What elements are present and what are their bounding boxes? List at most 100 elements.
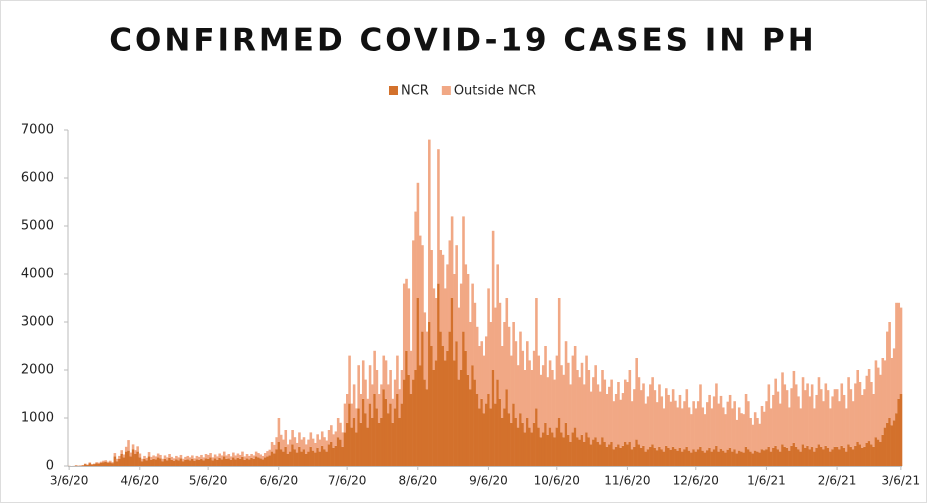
bar-segment xyxy=(314,442,317,453)
bar-segment xyxy=(355,408,358,433)
bar-segment xyxy=(829,408,832,452)
bar-segment xyxy=(886,422,889,466)
bar-segment xyxy=(612,401,616,450)
bar-segment xyxy=(899,307,903,394)
bar-segment xyxy=(683,449,686,466)
bar-segment xyxy=(309,446,313,466)
bar-segment xyxy=(726,449,730,466)
bar-segment xyxy=(592,377,595,440)
bar-segment xyxy=(760,449,764,466)
bar-segment xyxy=(97,463,101,466)
bar-segment xyxy=(642,383,645,446)
bar-segment xyxy=(425,331,429,390)
bar-segment xyxy=(236,453,240,458)
bar-segment xyxy=(655,450,659,466)
bar-segment xyxy=(897,302,901,399)
bar-segment xyxy=(325,451,329,466)
bar-segment xyxy=(455,341,458,466)
bar-segment xyxy=(651,377,654,445)
bar-segment xyxy=(826,447,830,466)
bar-segment xyxy=(95,463,98,466)
bar-segment xyxy=(874,437,878,466)
bar-segment xyxy=(482,413,486,466)
bar-segment xyxy=(307,451,310,466)
bar-segment xyxy=(810,446,814,466)
bar-segment xyxy=(576,370,579,438)
bar-segment xyxy=(400,370,404,404)
bar-segment xyxy=(209,457,212,466)
bar-segment xyxy=(772,394,775,448)
bar-segment xyxy=(555,427,559,466)
bar-segment xyxy=(220,455,224,460)
bar-segment xyxy=(263,457,267,466)
bar-segment xyxy=(234,455,237,460)
bar-segment xyxy=(398,389,401,418)
bar-segment xyxy=(298,446,301,466)
bar-segment xyxy=(430,346,433,466)
bar-segment xyxy=(835,389,839,447)
bar-segment xyxy=(469,322,472,390)
bar-segment xyxy=(478,346,481,409)
bar-segment xyxy=(500,346,504,418)
bar-segment xyxy=(715,445,718,466)
legend-label: NCR xyxy=(401,84,429,99)
bar-segment xyxy=(368,403,372,466)
bar-segment xyxy=(434,298,438,361)
bar-segment xyxy=(462,331,465,466)
bar-segment xyxy=(851,449,855,466)
bar-segment xyxy=(815,394,818,448)
bar-segment xyxy=(585,432,588,466)
bar-segment xyxy=(99,461,103,463)
bar-segment xyxy=(899,394,903,466)
x-tick-label: 9/6/20 xyxy=(469,474,508,488)
bar-segment xyxy=(163,458,167,466)
bar-segment xyxy=(758,423,762,453)
bar-segment xyxy=(799,451,803,466)
bar-segment xyxy=(318,451,322,466)
bar-segment xyxy=(637,444,641,466)
bar-segment xyxy=(712,396,716,450)
bar-segment xyxy=(580,362,584,435)
bar-segment xyxy=(227,458,231,466)
bar-segment xyxy=(156,453,160,458)
bar-segment xyxy=(238,454,242,459)
bar-segment xyxy=(546,434,550,466)
bar-segment xyxy=(539,437,543,466)
bar-segment xyxy=(165,457,169,461)
bar-segment xyxy=(564,422,568,466)
bar-segment xyxy=(218,453,221,458)
bar-segment xyxy=(567,362,570,435)
bar-segment xyxy=(277,418,281,442)
bar-segment xyxy=(776,449,780,466)
bar-segment xyxy=(334,431,338,446)
bar-segment xyxy=(140,461,144,466)
bar-segment xyxy=(676,450,679,466)
bar-segment xyxy=(740,451,743,466)
bar-segment xyxy=(815,447,818,466)
x-tick-label: 10/6/20 xyxy=(534,474,580,488)
bar-segment xyxy=(279,434,283,450)
bar-segment xyxy=(592,439,595,466)
bar-segment xyxy=(450,298,454,466)
bar-segment xyxy=(336,437,340,466)
x-tick-label: 12/6/20 xyxy=(673,474,719,488)
bar-segment xyxy=(726,401,730,450)
bar-segment xyxy=(252,455,256,459)
bar-segment xyxy=(829,451,832,466)
bar-segment xyxy=(193,460,196,466)
bar-segment xyxy=(562,374,566,438)
bar-segment xyxy=(808,396,812,450)
bar-segment xyxy=(872,394,875,447)
bar-segment xyxy=(653,447,657,466)
bar-segment xyxy=(760,406,764,450)
bar-segment xyxy=(202,460,206,466)
bar-segment xyxy=(302,437,306,450)
bar-segment xyxy=(724,452,727,466)
bar-segment xyxy=(687,407,691,451)
bar-segment xyxy=(624,442,627,466)
bar-segment xyxy=(323,437,326,450)
bar-segment xyxy=(603,442,607,466)
bar-segment xyxy=(813,408,816,452)
bar-segment xyxy=(161,461,165,466)
bar-segment xyxy=(304,444,308,454)
